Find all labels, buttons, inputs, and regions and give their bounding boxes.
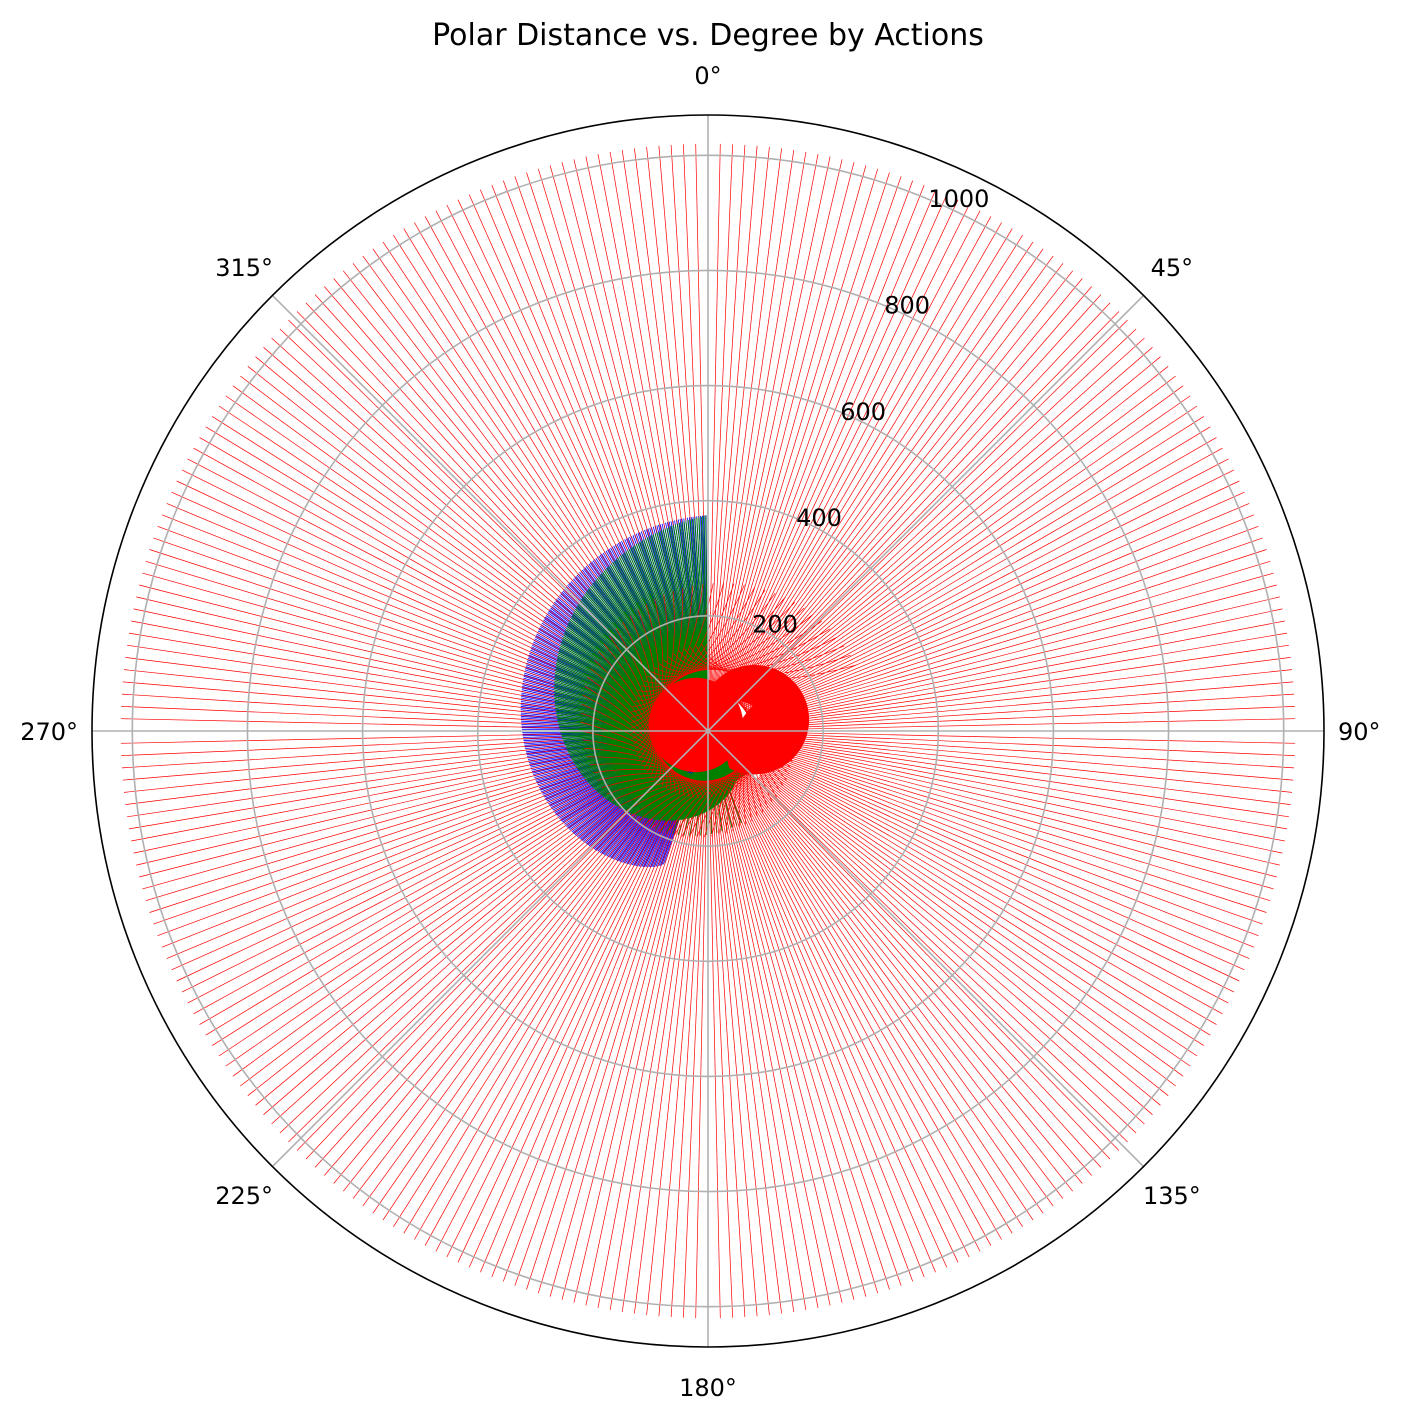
series-red-core-fill [648,677,744,773]
radial-tick-label: 600 [840,398,886,426]
angle-tick-label: 135° [1143,1182,1201,1210]
polar-frame [91,114,1325,1348]
angle-tick-label: 45° [1151,254,1194,282]
grid-layer [92,115,1324,1347]
angle-gridline-135 [707,730,1145,1168]
angle-gridline-315 [271,294,709,732]
angle-gridline-45 [707,294,1145,732]
radial-tick-label: 1000 [928,185,989,213]
radial-tick-label: 400 [796,504,842,532]
angle-tick-label: 270° [20,718,78,746]
series-layer [120,143,1296,1319]
chart-title: Polar Distance vs. Degree by Actions [432,18,984,53]
radial-tick-label: 800 [884,292,930,320]
angle-tick-label: 180° [679,1374,737,1402]
series-red [120,143,1296,1319]
angle-tick-label: 0° [694,62,721,90]
angle-tick-label: 315° [215,254,273,282]
radial-tick-label: 200 [752,611,798,639]
label-layer: 200 400 600 800 1000 0° 45° 90° 135° 180° 225° 270°… [20,62,1380,1402]
angle-tick-label: 90° [1338,718,1381,746]
angle-gridline-225 [271,730,709,1168]
angle-tick-label: 225° [215,1182,273,1210]
